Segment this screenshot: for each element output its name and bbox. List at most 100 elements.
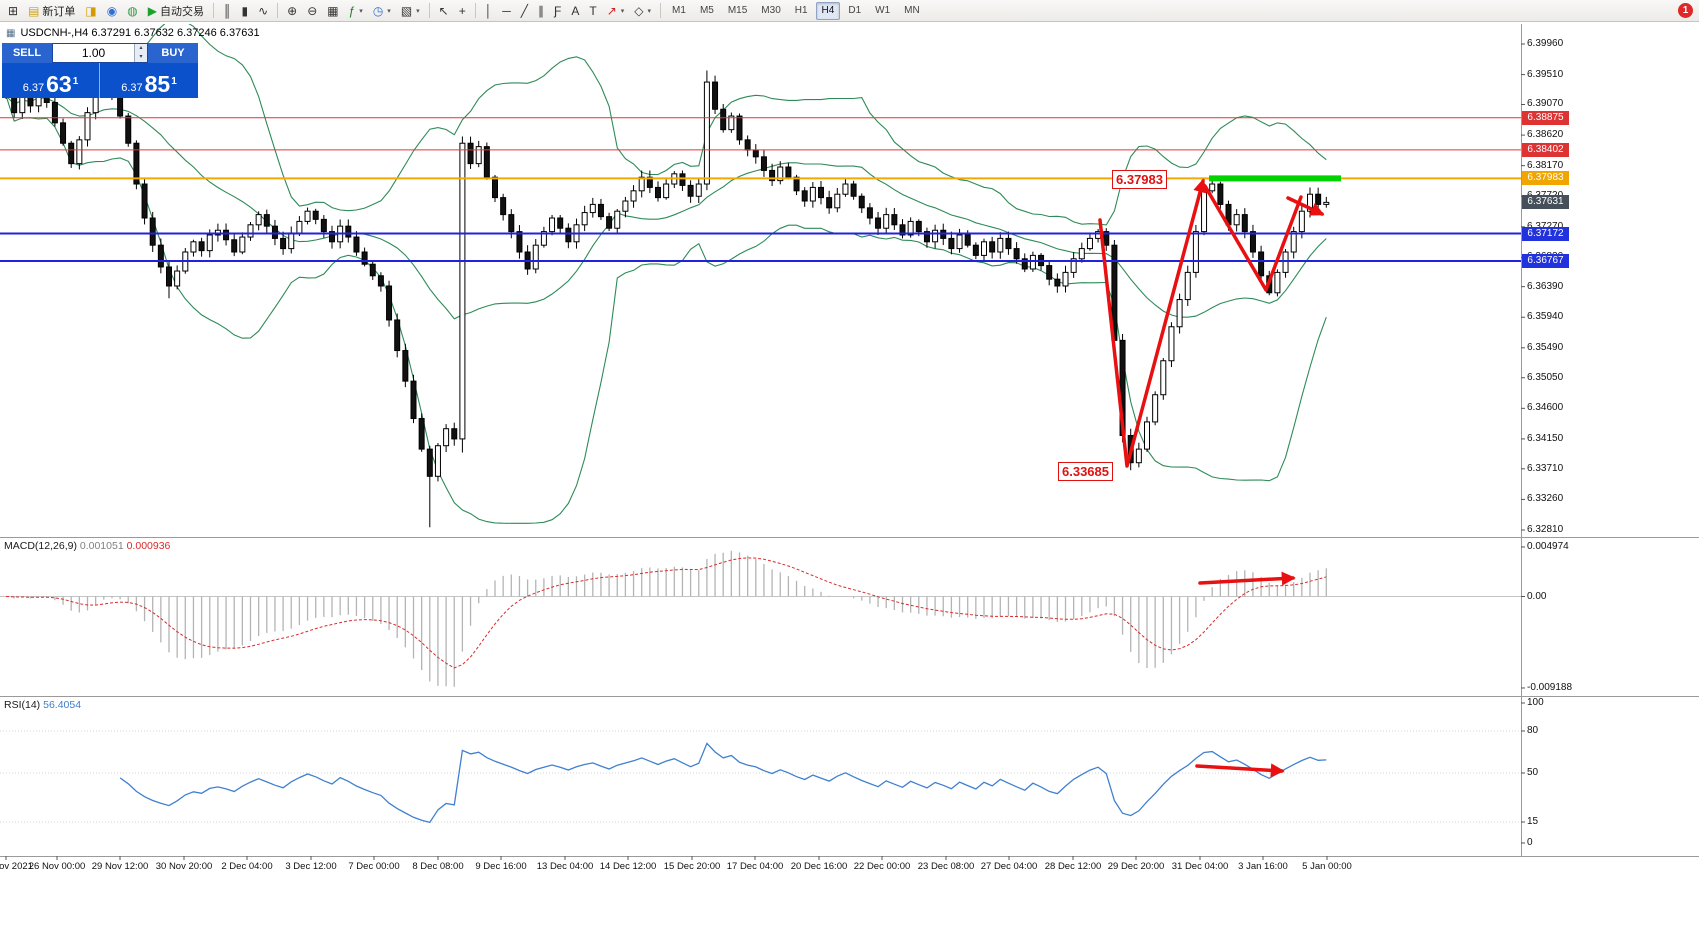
candle — [206, 234, 213, 252]
market-depth-icon: ◨ — [85, 3, 97, 18]
buy-price-sup: 1 — [171, 76, 177, 87]
line-chart-button[interactable]: ∿ — [254, 1, 272, 21]
crosshair-button[interactable]: + — [455, 1, 470, 21]
timeframe-m1-button[interactable]: M1 — [672, 4, 686, 16]
tile-windows-button[interactable]: ▦ — [323, 1, 342, 21]
vertical-line-icon: │ — [484, 3, 493, 18]
green-level-line[interactable] — [1209, 175, 1341, 182]
candle — [695, 183, 702, 197]
lot-increase-button[interactable]: ▴ — [135, 44, 147, 53]
candle — [915, 220, 922, 233]
candlestick-chart-icon: ▮ — [241, 3, 249, 18]
timeframe-w1-button[interactable]: W1 — [875, 4, 891, 16]
bar-chart-button[interactable]: ║ — [219, 1, 236, 21]
candle — [1021, 258, 1028, 270]
candle — [597, 203, 604, 218]
shapes-button[interactable]: ◇ ▾ — [630, 1, 655, 21]
rsi-line — [119, 742, 1327, 824]
price-scale-label: 6.32810 — [1527, 524, 1564, 535]
new-order-button[interactable]: ▤ 新订单 — [24, 1, 79, 21]
candle — [157, 244, 164, 268]
red-arrow[interactable] — [1203, 184, 1303, 292]
cursor-icon: ↖ — [438, 3, 449, 18]
timeframe-m15-button[interactable]: M15 — [727, 4, 748, 16]
horizontal-line-icon: ─ — [502, 3, 511, 18]
templates-button[interactable]: ▧ ▾ — [397, 1, 424, 21]
text-label-icon: T — [589, 3, 597, 18]
rsi-label: RSI(14) 56.4054 — [4, 699, 81, 711]
channel-button[interactable]: ∥ — [534, 1, 548, 21]
candle — [769, 169, 776, 182]
time-axis-label: 24 Nov 2021 — [0, 861, 33, 872]
indicators-button[interactable]: ƒ ▾ — [345, 1, 367, 21]
timeframe-m30-button[interactable]: M30 — [761, 4, 781, 16]
timeframe-m5-button[interactable]: M5 — [699, 4, 714, 16]
channel-icon: ∥ — [538, 3, 544, 18]
buy-header-button[interactable]: BUY — [148, 43, 198, 63]
macd-scale-label: -0.009188 — [1527, 681, 1573, 693]
cursor-button[interactable]: ↖ — [435, 1, 453, 21]
candle — [1176, 299, 1183, 328]
macd-histogram — [13, 550, 1327, 687]
price-scale-label: 6.35050 — [1527, 371, 1564, 383]
buy-price-button[interactable]: 6.37 85 1 — [100, 63, 198, 98]
candle — [1168, 326, 1175, 362]
zoom-out-button[interactable]: ⊖ — [303, 1, 321, 21]
time-axis-label: 29 Dec 20:00 — [1107, 861, 1165, 872]
candle — [948, 237, 955, 250]
text-button[interactable]: A — [567, 1, 583, 21]
lot-size-input[interactable]: 1.00 ▴ ▾ — [52, 43, 148, 63]
price-scale-label: 6.33260 — [1527, 493, 1564, 505]
periods-button[interactable]: ◷ ▾ — [369, 1, 395, 21]
candle — [369, 263, 376, 277]
sell-header-button[interactable]: SELL — [2, 43, 52, 63]
market-depth-button[interactable]: ◨ — [81, 1, 100, 21]
red-arrow[interactable] — [1198, 571, 1296, 586]
trendline-button[interactable]: ╱ — [517, 1, 532, 21]
price-annotation-label[interactable]: 6.37983 — [1112, 170, 1167, 189]
lot-decrease-button[interactable]: ▾ — [135, 53, 147, 62]
autotrading-button[interactable]: ▶ 自动交易 — [144, 1, 208, 21]
red-arrow[interactable] — [1195, 763, 1285, 778]
candle — [818, 186, 824, 199]
sell-price-button[interactable]: 6.37 63 1 — [2, 63, 100, 98]
candle — [231, 239, 238, 253]
chevron-down-icon[interactable]: ▾ — [620, 7, 625, 15]
candle — [312, 210, 319, 220]
fibonacci-button[interactable]: Ƒ — [550, 1, 565, 21]
zoom-in-button[interactable]: ⊕ — [283, 1, 301, 21]
chevron-down-icon[interactable]: ▾ — [387, 7, 391, 15]
refresh-button[interactable]: ◍ — [123, 1, 141, 21]
price-annotation-label[interactable]: 6.33685 — [1058, 462, 1113, 481]
timeframe-mn-button[interactable]: MN — [904, 4, 920, 16]
arrows-button[interactable]: ↗ ▾ — [603, 1, 629, 21]
macd-name: MACD(12,26,9) — [4, 540, 77, 552]
tile-windows-icon: ▦ — [327, 3, 339, 18]
vertical-line-button[interactable]: │ — [481, 1, 497, 21]
new-chart-button[interactable]: ⊞ — [4, 1, 22, 21]
red-arrow[interactable] — [1098, 178, 1207, 468]
toolbar-separator — [277, 3, 279, 18]
chevron-down-icon[interactable]: ▾ — [647, 7, 652, 15]
price-tag: 6.38875 — [1522, 110, 1569, 125]
lot-size-value[interactable]: 1.00 — [81, 46, 106, 60]
candlestick-chart-button[interactable]: ▮ — [237, 1, 252, 21]
timeframe-d1-button[interactable]: D1 — [848, 4, 862, 16]
mql5-community-button[interactable]: ◉ — [103, 1, 121, 21]
timeframe-h1-button[interactable]: H1 — [794, 4, 808, 16]
candle — [549, 217, 556, 233]
horizontal-line-button[interactable]: ─ — [498, 1, 515, 21]
indicators-icon: ƒ — [348, 3, 356, 18]
candle — [1046, 265, 1053, 280]
text-label-button[interactable]: T — [585, 1, 600, 21]
notification-badge[interactable]: 1 — [1678, 3, 1693, 18]
chevron-down-icon[interactable]: ▾ — [416, 7, 420, 15]
timeframe-h4-button[interactable]: H4 — [815, 1, 841, 20]
chevron-down-icon[interactable]: ▾ — [359, 7, 363, 15]
time-axis-label: 23 Dec 08:00 — [917, 861, 975, 872]
candle — [703, 81, 710, 185]
annotation-arrows[interactable] — [1098, 178, 1325, 778]
candle — [288, 232, 295, 250]
red-arrow[interactable] — [1286, 196, 1325, 216]
